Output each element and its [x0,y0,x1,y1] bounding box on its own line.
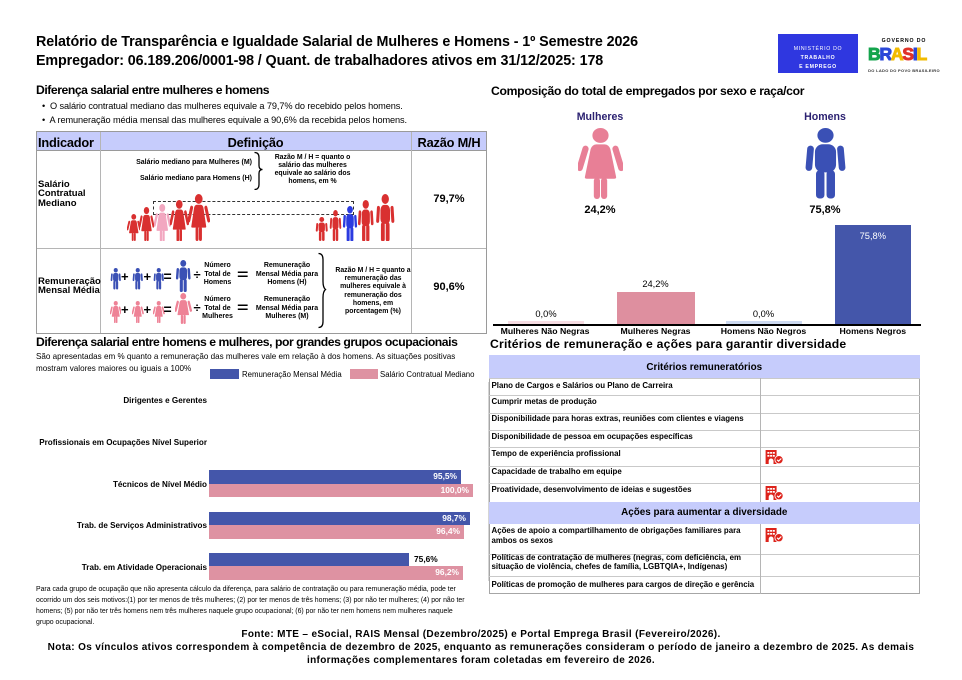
svg-text:BRASIL: BRASIL [868,45,928,63]
